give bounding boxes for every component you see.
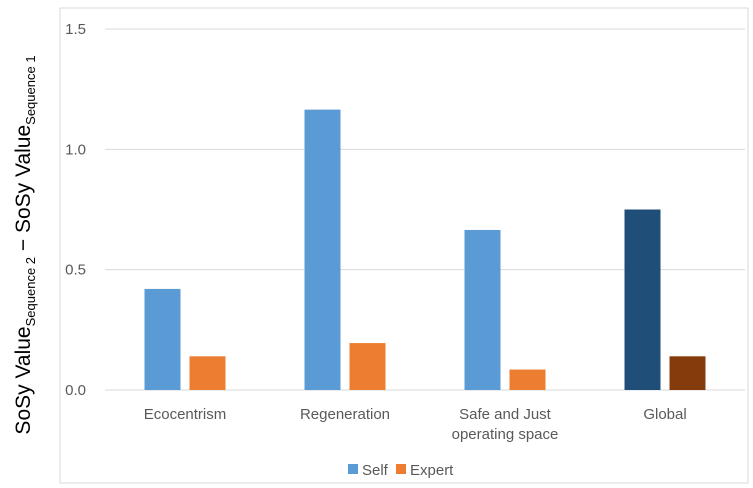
y-axis-label-part2: − SoSy Value (12, 125, 35, 257)
category-label: Safe and Just operating space (452, 406, 559, 443)
legend-label-self: Self (362, 462, 389, 479)
category-label: Regeneration (300, 406, 390, 423)
category-label: Ecocentrism (144, 406, 227, 423)
category-label-line: Safe and Just (459, 406, 552, 423)
bar-expert-2 (509, 369, 546, 390)
y-axis-label-part1: SoSy Value (12, 326, 35, 434)
y-tick-label: 0.5 (65, 262, 86, 279)
bar-self-3 (624, 209, 661, 390)
y-axis-label: SoSy ValueSequence 2 − SoSy ValueSequenc… (12, 55, 38, 434)
bar-self-0 (144, 288, 181, 390)
bar-self-2 (464, 229, 501, 390)
legend-swatch-self (348, 464, 358, 474)
bars (144, 109, 706, 390)
legend: Self Expert (348, 462, 454, 479)
legend-swatch-expert (396, 464, 406, 474)
bar-self-1 (304, 109, 341, 390)
chart-area-border (59, 7, 749, 484)
y-tick-label: 1.5 (65, 21, 86, 38)
y-tick-label: 0.0 (65, 382, 86, 399)
y-axis-label-sub2: Sequence 1 (23, 55, 38, 124)
bar-expert-0 (189, 356, 226, 390)
category-labels: Ecocentrism Regeneration Safe and Just oper… (144, 406, 687, 443)
category-label: Global (643, 406, 686, 423)
y-axis-label-sub1: Sequence 2 (23, 257, 38, 326)
category-label-line: Ecocentrism (144, 406, 227, 423)
category-label-line: Global (643, 406, 686, 423)
category-label-line: operating space (452, 426, 559, 443)
category-label-line: Regeneration (300, 406, 390, 423)
y-tick-label: 1.0 (65, 141, 86, 158)
bar-expert-3 (669, 356, 706, 390)
bar-expert-1 (349, 343, 386, 390)
legend-label-expert: Expert (410, 462, 454, 479)
y-tick-labels: 0.0 0.5 1.0 1.5 (65, 21, 86, 399)
